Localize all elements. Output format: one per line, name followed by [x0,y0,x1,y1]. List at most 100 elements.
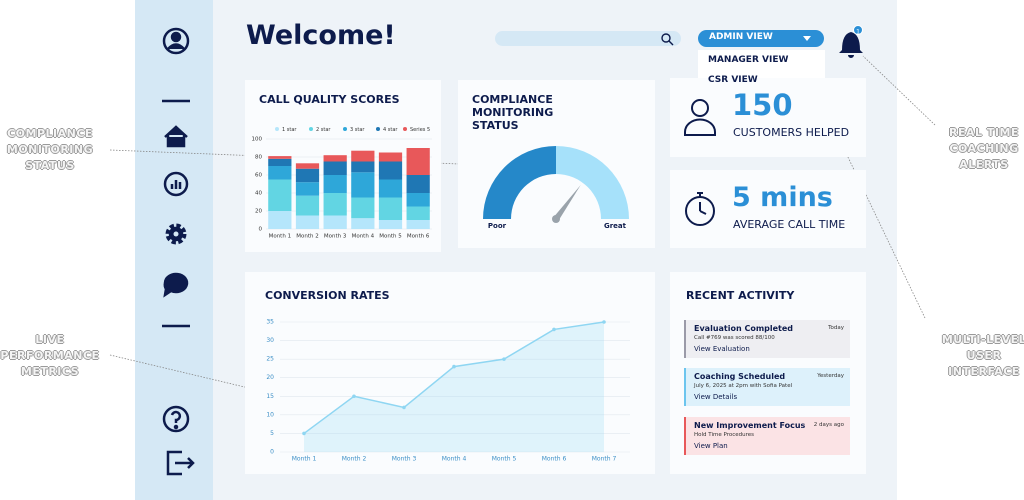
logout-icon[interactable] [166,450,195,476]
bar-segment [295,215,320,229]
bar-segment [406,175,430,193]
menu-item[interactable]: MANAGER VIEW [708,55,789,65]
stat-label: AVERAGE CALL TIME [733,218,846,231]
point [402,405,406,410]
point [352,394,356,399]
y-tick-label: 0 [259,227,263,233]
help-icon[interactable] [162,405,190,433]
y-tick-label: 60 [255,173,262,179]
bar-segment [406,220,430,229]
y-tick-label: 35 [266,319,274,326]
activity-link[interactable]: View Details [694,393,738,401]
card-title: CONVERSION RATES [265,289,390,302]
x-tick-label: Month 3 [324,234,347,240]
activity-time: Yesterday [817,373,844,379]
x-tick-label: Month 4 [442,456,467,463]
sidebar [135,0,213,500]
activity-item[interactable]: New Improvement Focus 2 days ago Hold Ti… [684,417,850,457]
activity-title: Evaluation Completed [694,324,794,333]
legend-label: Series 5 [410,127,430,133]
activity-time: Today [828,325,844,331]
y-tick-label: 15 [266,393,274,400]
y-tick-label: 5 [270,430,274,437]
bar-segment [323,161,347,175]
card-title: COMPLIANCE MONITORING STATUS [472,93,554,132]
legend-swatch [275,127,279,131]
search-bar[interactable] [495,31,681,46]
bar-segment [323,155,347,162]
bar-segment [295,163,320,169]
bar-segment [406,148,430,175]
area-fill [304,322,604,452]
callout: LIVE PERFORMANCE METRICS [0,333,100,378]
bar-segment [406,193,430,207]
y-tick-label: 80 [255,155,262,161]
profile-icon[interactable] [162,27,190,55]
bar-segment [295,182,320,196]
search-icon[interactable] [661,33,674,46]
activity-link[interactable]: View Evaluation [694,345,750,353]
point [602,320,606,324]
bar-segment [351,150,375,162]
bar-segment [378,161,403,180]
legend-label: 1 star [282,127,297,133]
y-tick-label: 30 [266,337,274,344]
y-tick-label: 10 [266,411,274,418]
point [302,431,306,436]
point [452,364,456,369]
y-tick-label: 25 [266,356,274,363]
bar-segment [323,175,347,193]
gauge-high [556,146,629,219]
activity-item[interactable]: Coaching Scheduled Yesterday July 6, 202… [684,368,850,408]
activity-title: New Improvement Focus [694,421,806,430]
analytics-icon[interactable] [163,171,189,197]
dropdown-arrow [803,36,811,41]
chat-icon[interactable] [163,272,189,298]
stat-label: CUSTOMERS HELPED [733,126,850,139]
gauge-min-label: Poor [488,222,507,230]
legend-label: 3 star [350,127,365,133]
bar-segment [268,156,292,159]
x-tick-label: Month 7 [592,456,617,463]
callout: REAL TIME COACHING ALERTS [949,126,1019,171]
activity-time: 2 days ago [813,422,844,428]
card-title: RECENT ACTIVITY [686,289,795,302]
view-button[interactable] [698,30,824,47]
bar-segment [351,218,375,229]
stat-value: 5 mins [732,182,833,213]
view-button-label[interactable]: ADMIN VIEW [709,32,773,42]
y-tick-label: 0 [270,449,274,456]
x-tick-label: Month 6 [407,234,430,240]
activity-detail: Call #769 was scored 88/100 [694,335,775,341]
bar-segment [295,195,320,216]
home-icon[interactable] [164,125,188,148]
gauge-low [483,146,556,219]
bar-segment [351,197,375,219]
legend-label: 2 star [316,127,331,133]
notification-badge [853,25,863,35]
card-title: CALL QUALITY SCORES [259,93,400,106]
x-tick-label: Month 2 [342,456,367,463]
y-tick-label: 20 [266,374,274,381]
y-tick-label: 20 [255,209,262,215]
bell-icon[interactable] [839,32,863,58]
x-tick-label: Month 4 [352,234,375,240]
bar-segment [378,152,403,162]
point [552,327,556,332]
bar-segment [295,168,320,183]
activity-item[interactable]: Evaluation Completed Today Call #769 was… [684,320,850,360]
activity-link[interactable]: View Plan [694,442,728,450]
x-tick-label: Month 5 [492,456,517,463]
bar-segment [406,206,430,220]
bar-segment [268,179,292,211]
menu-item[interactable]: CSR VIEW [708,75,758,85]
legend-swatch [309,127,313,131]
legend-swatch [403,127,407,131]
legend-swatch [343,127,347,131]
legend-label: 4 star [383,127,398,133]
settings-icon[interactable] [165,223,187,245]
bar-segment [323,215,347,229]
x-tick-label: Month 3 [392,456,417,463]
callout: COMPLIANCE MONITORING STATUS [6,127,94,172]
